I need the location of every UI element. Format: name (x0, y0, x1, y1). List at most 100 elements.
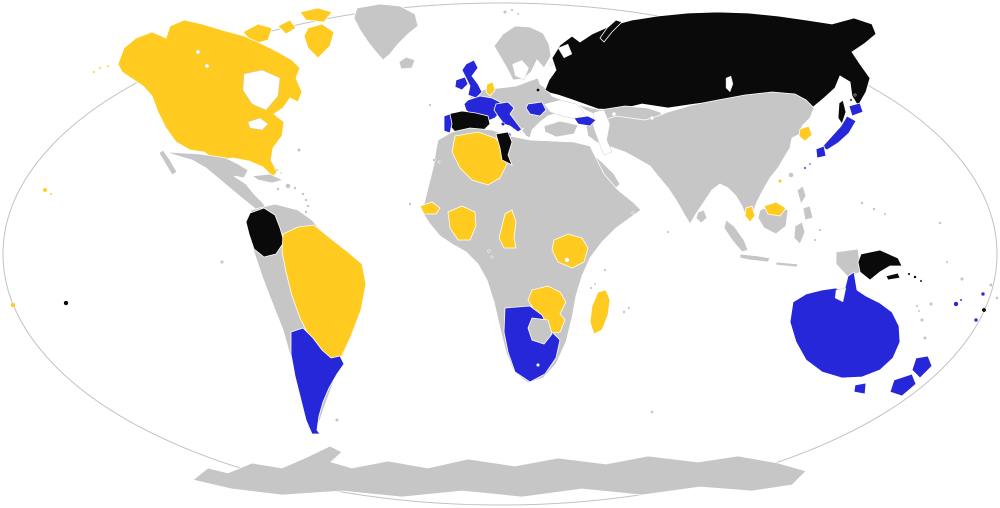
south-america-group (219, 203, 367, 435)
europe-group (469, 8, 573, 139)
region-turkey (543, 120, 579, 138)
region-okinawa-1 (803, 166, 807, 170)
region-bahamas-2 (279, 171, 283, 175)
black-sea (543, 99, 585, 120)
lake-ladoga (549, 62, 553, 66)
region-greenland (353, 3, 419, 61)
region-marshall (938, 221, 942, 225)
region-micronesia-3 (883, 212, 887, 216)
region-antilles-3 (306, 204, 310, 208)
region-denmark (485, 81, 496, 97)
region-socotra (631, 211, 635, 215)
region-philippines-mindanao (802, 205, 814, 221)
region-tuvalu (945, 260, 949, 264)
lake-victoria (564, 257, 570, 263)
region-azores (428, 103, 432, 107)
region-pacific-gray-5 (922, 335, 928, 341)
region-maldives (666, 230, 670, 234)
region-arctic-islands-4 (303, 23, 335, 59)
region-russia (544, 11, 877, 111)
region-australia (789, 271, 901, 379)
region-hawaii-1 (42, 187, 48, 193)
region-tonga (973, 317, 979, 323)
region-ireland (454, 76, 469, 91)
region-bermuda (296, 147, 302, 153)
region-solomon-1 (907, 272, 911, 276)
region-portugal (443, 113, 453, 134)
oceania-group (10, 201, 999, 397)
region-west-papua (835, 248, 862, 278)
region-solomon-2 (913, 275, 917, 279)
region-uganda-kenya (551, 233, 589, 269)
region-new-zealand-south (889, 373, 917, 397)
region-malaysia-borneo (763, 201, 787, 217)
region-baja-california (158, 149, 178, 176)
region-pacific-gray-2 (988, 282, 994, 288)
region-sao-tome-2 (490, 255, 494, 259)
region-sardinia (500, 121, 506, 127)
region-arctic-islands-3 (299, 7, 333, 23)
region-hong-kong (777, 178, 783, 184)
region-kuril-2 (853, 93, 857, 97)
region-svalbard-1 (502, 9, 508, 15)
caspian-sea (592, 109, 613, 156)
asia-colored-group (666, 102, 864, 268)
region-madagascar (589, 289, 611, 335)
region-aleutians-3 (92, 70, 96, 74)
region-pacific-gray-1 (959, 276, 965, 282)
region-falkland-islands (334, 417, 340, 423)
region-georgia (573, 115, 597, 127)
region-seychelles (603, 268, 607, 272)
region-new-britain (885, 272, 901, 281)
region-united-kingdom (461, 59, 483, 99)
region-east-asia-base (585, 91, 815, 225)
north-america-group (42, 3, 419, 219)
lake-baikal (725, 75, 734, 93)
region-comoros-1 (589, 286, 593, 290)
region-algeria (451, 131, 509, 186)
region-solomon-3 (919, 279, 923, 283)
region-cuba (250, 173, 285, 184)
region-hispaniola (285, 183, 291, 189)
region-canada-usa (117, 19, 303, 178)
region-svalbard-2 (510, 8, 514, 12)
region-vanuatu-2 (917, 309, 921, 313)
region-novaya-zemlya (599, 19, 623, 43)
region-malaysia-peninsula (744, 205, 756, 223)
region-cape-verde (408, 202, 412, 206)
region-south-korea (798, 125, 813, 142)
region-moluccas-1 (813, 238, 817, 242)
region-svalbard-3 (516, 12, 520, 16)
region-new-caledonia (919, 317, 925, 323)
region-java (739, 253, 771, 263)
region-canary-2 (437, 160, 441, 164)
region-new-zealand-north (911, 355, 933, 379)
aral-sea (611, 111, 617, 117)
region-antilles-1 (301, 192, 305, 196)
region-pacific-gray-3 (995, 296, 999, 300)
region-mauritius-2 (627, 306, 631, 310)
baltic-sea (511, 59, 530, 81)
region-okinawa-2 (808, 162, 812, 166)
region-jamaica (276, 187, 280, 191)
region-hawaii-2 (49, 192, 53, 196)
white-sea (557, 43, 573, 59)
region-senegal (419, 201, 441, 215)
region-bahamas-1 (275, 168, 279, 172)
region-africa-base (421, 127, 642, 384)
region-pacific-gold-islet (10, 302, 16, 308)
region-iceland (398, 56, 416, 70)
region-puerto-rico (293, 186, 297, 190)
region-kaliningrad (535, 87, 541, 93)
region-philippines-luzon (796, 185, 807, 205)
region-italy (493, 101, 525, 133)
hudson-bay (242, 69, 281, 111)
region-kuril-1 (849, 98, 853, 102)
region-comoros-2 (593, 282, 597, 286)
region-fiji-1 (953, 301, 959, 307)
region-antilles-4 (304, 210, 308, 214)
region-tunisia (495, 131, 513, 166)
